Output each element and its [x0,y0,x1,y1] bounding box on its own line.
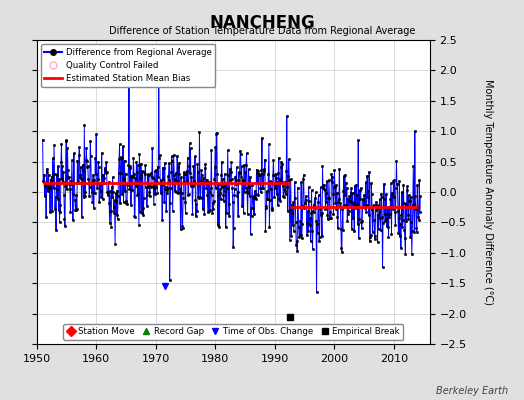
Text: Berkeley Earth: Berkeley Earth [436,386,508,396]
Legend: Station Move, Record Gap, Time of Obs. Change, Empirical Break: Station Move, Record Gap, Time of Obs. C… [63,324,403,340]
Text: Difference of Station Temperature Data from Regional Average: Difference of Station Temperature Data f… [109,26,415,36]
Y-axis label: Monthly Temperature Anomaly Difference (°C): Monthly Temperature Anomaly Difference (… [483,79,493,305]
Text: NANCHENG: NANCHENG [209,14,315,32]
